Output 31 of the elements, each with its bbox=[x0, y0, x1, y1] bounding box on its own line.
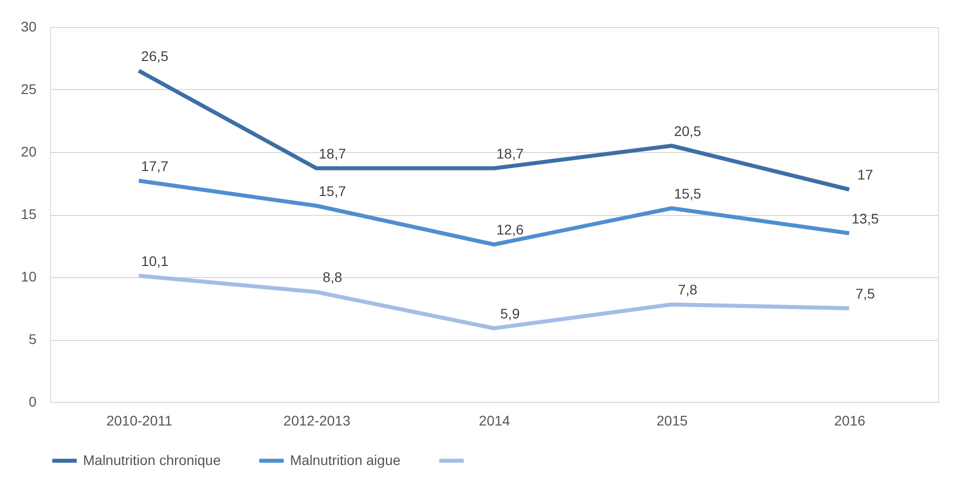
data-label: 18,7 bbox=[496, 145, 524, 162]
data-label: 15,7 bbox=[318, 182, 346, 199]
legend-label: Malnutrition aigue bbox=[290, 452, 401, 468]
line-series bbox=[136, 274, 852, 330]
data-label: 15,5 bbox=[674, 185, 702, 202]
data-label: 7,8 bbox=[678, 282, 698, 298]
legend-label: Malnutrition chronique bbox=[83, 452, 221, 468]
data-label: 17 bbox=[857, 166, 874, 182]
y-tick-label: 5 bbox=[28, 331, 37, 347]
data-label: 12,6 bbox=[496, 222, 524, 238]
y-tick-label: 10 bbox=[20, 268, 37, 284]
data-label: 17,7 bbox=[141, 158, 169, 174]
x-tick-label: 2014 bbox=[478, 412, 510, 428]
x-tick-label: 2012-2013 bbox=[283, 412, 351, 428]
y-tick-label: 30 bbox=[20, 18, 37, 34]
x-tick-label: 2016 bbox=[834, 412, 866, 428]
data-label: 5,9 bbox=[500, 305, 520, 322]
x-tick-label: 2015 bbox=[656, 412, 688, 428]
data-label: 20,5 bbox=[674, 122, 702, 139]
data-label: 18,7 bbox=[318, 145, 346, 162]
x-tick-label: 2010-2011 bbox=[106, 412, 172, 428]
y-tick-label: 0 bbox=[28, 394, 37, 410]
data-label: 7,5 bbox=[855, 285, 876, 302]
y-tick-label: 20 bbox=[20, 144, 37, 160]
data-label: 8,8 bbox=[322, 269, 342, 285]
y-tick-label: 15 bbox=[20, 206, 37, 222]
line-series bbox=[136, 178, 852, 246]
data-label: 13,5 bbox=[852, 210, 880, 226]
data-label: 26,5 bbox=[141, 48, 169, 64]
data-label: 10,1 bbox=[141, 252, 169, 269]
y-tick-label: 25 bbox=[20, 81, 37, 97]
